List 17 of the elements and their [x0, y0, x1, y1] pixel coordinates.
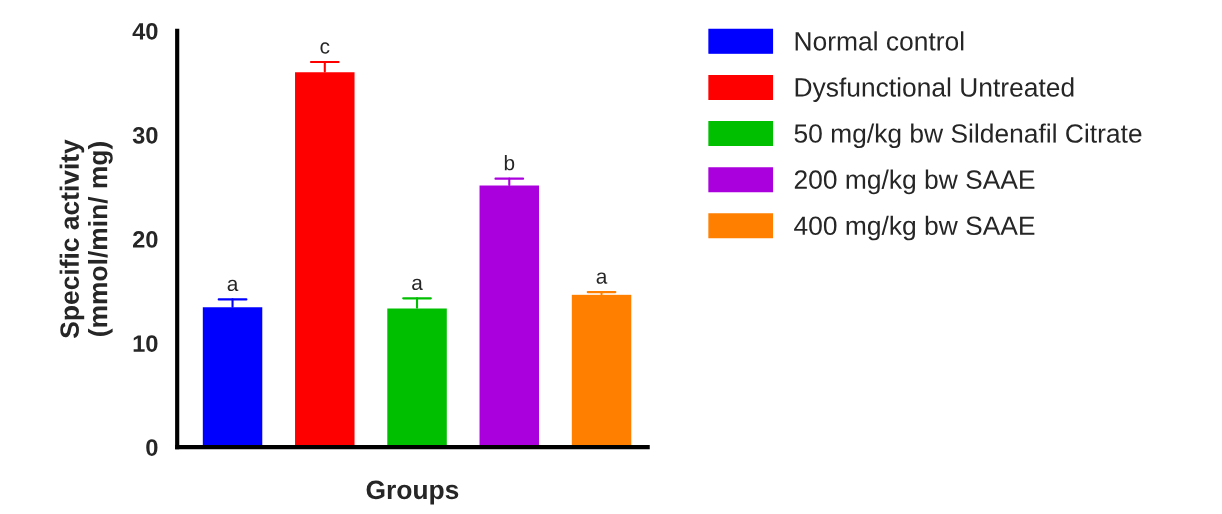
data-label: c	[320, 42, 330, 54]
y-tick-label: 0	[146, 439, 158, 456]
data-label: a	[412, 278, 423, 291]
y-tick-label: 30	[132, 126, 158, 144]
y-tick-label: 40	[132, 22, 158, 40]
y-tick-label: 20	[133, 231, 158, 248]
y-axis-title: Specific activity (mmol/min/ mg)	[59, 139, 113, 338]
legend-label: Dysfunctional Untreated	[795, 77, 1074, 102]
x-axis-title: Groups	[366, 480, 459, 505]
legend-label: Normal control	[795, 31, 964, 51]
data-label: b	[504, 155, 515, 171]
y-tick-label: 10	[133, 335, 158, 352]
legend-label: 50 mg/kg bw Sildenafil Citrate	[794, 123, 1142, 149]
data-label: a	[227, 279, 239, 292]
legend-label: 200 mg/kg bw SAAE	[794, 169, 1035, 195]
data-label: a	[596, 272, 608, 284]
legend-label: 400 mg/kg bw SAAE	[794, 215, 1035, 241]
